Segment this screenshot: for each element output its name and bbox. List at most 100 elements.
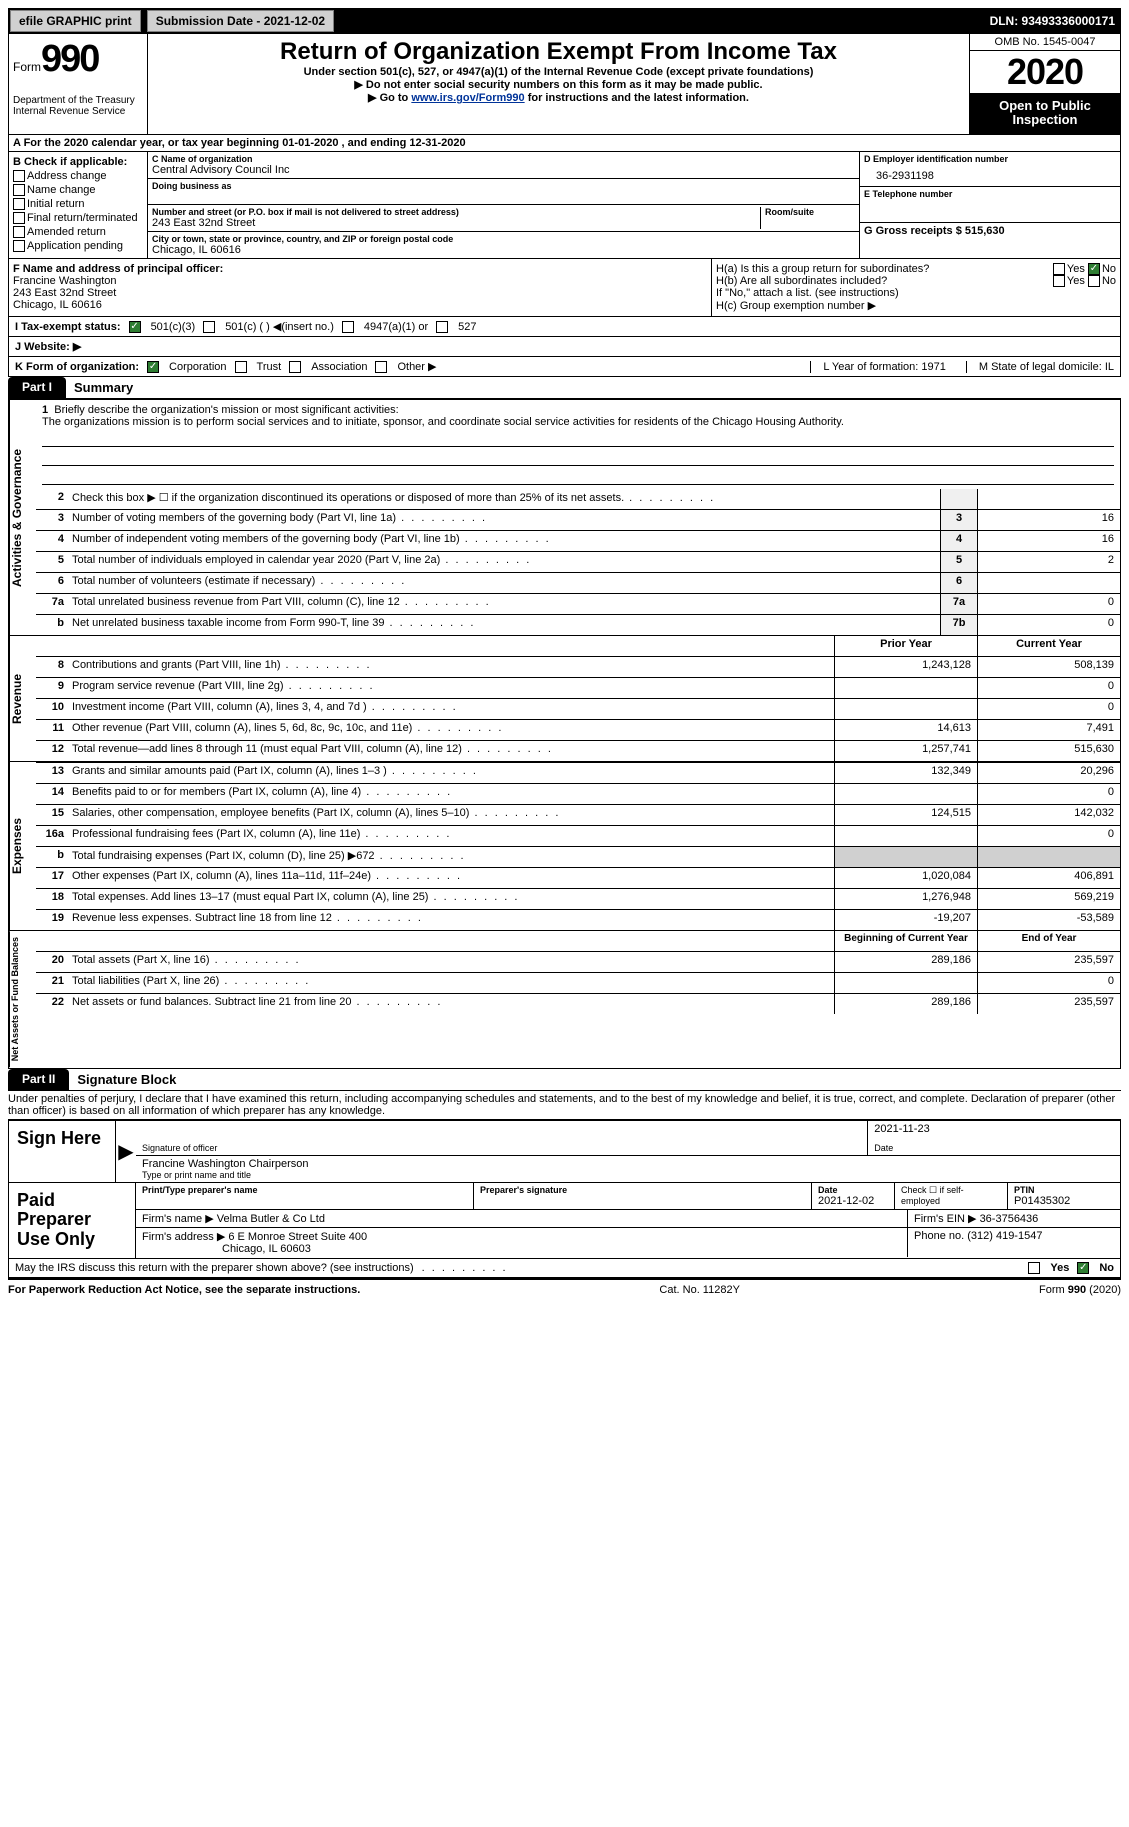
dln-label: DLN: 93493336000171 [986,14,1119,28]
line-11: 11Other revenue (Part VIII, column (A), … [36,719,1120,740]
check-final-return[interactable]: Final return/terminated [13,212,143,224]
sign-date-label: Date [874,1143,893,1153]
department-label: Department of the Treasury Internal Reve… [13,95,143,117]
line-9: 9Program service revenue (Part VIII, lin… [36,677,1120,698]
footer-form: Form 990 (2020) [1039,1284,1121,1296]
line-15: 15Salaries, other compensation, employee… [36,804,1120,825]
cell-ein: D Employer identification number 36-2931… [860,152,1120,188]
cell-gross-receipts: G Gross receipts $ 515,630 [860,223,1120,258]
check-initial-return[interactable]: Initial return [13,198,143,210]
col-f-officer: F Name and address of principal officer:… [9,259,711,316]
cell-street: Number and street (or P.O. box if mail i… [148,205,859,232]
cell-phone: E Telephone number [860,187,1120,223]
check-527[interactable] [436,321,448,333]
line-8: 8Contributions and grants (Part VIII, li… [36,656,1120,677]
org-name: Central Advisory Council Inc [152,164,855,176]
discuss-row: May the IRS discuss this return with the… [8,1259,1121,1278]
row-j-website: J Website: ▶ [8,337,1121,357]
officer-name-label: Type or print name and title [142,1170,1114,1180]
gov-line-7a: 7aTotal unrelated business revenue from … [36,593,1120,614]
footer-paperwork: For Paperwork Reduction Act Notice, see … [8,1284,360,1296]
ein-value: 36-2931198 [864,164,1116,182]
check-501c3[interactable] [129,321,141,333]
form-number: 990 [41,38,98,80]
ha-yes-check[interactable] [1053,263,1065,275]
gov-line-5: 5Total number of individuals employed in… [36,551,1120,572]
street-address: 243 East 32nd Street [152,217,760,229]
discuss-yes-check[interactable] [1028,1262,1040,1274]
tab-net-assets: Net Assets or Fund Balances [9,931,36,1067]
tab-expenses: Expenses [9,762,36,930]
preparer-self-employed[interactable]: Check ☐ if self-employed [895,1183,1008,1209]
gov-line-2: 2Check this box ▶ ☐ if the organization … [36,489,1120,509]
gov-line-6: 6Total number of volunteers (estimate if… [36,572,1120,593]
page-footer: For Paperwork Reduction Act Notice, see … [8,1278,1121,1296]
officer-addr1: 243 East 32nd Street [13,287,707,299]
form-subtitle-3: ▶ Go to www.irs.gov/Form990 for instruct… [152,91,965,104]
irs-link[interactable]: www.irs.gov/Form990 [411,92,524,104]
preparer-date: 2021-12-02 [818,1195,888,1207]
sign-here-block: Sign Here ▶ Signature of officer 2021-11… [8,1119,1121,1183]
sign-here-label: Sign Here [9,1121,116,1182]
ha-label: H(a) Is this a group return for subordin… [716,263,929,275]
check-corporation[interactable] [147,361,159,373]
section-governance: Activities & Governance 1 Briefly descri… [8,399,1121,636]
line-12: 12Total revenue—add lines 8 through 11 (… [36,740,1120,761]
form-subtitle-2: ▶ Do not enter social security numbers o… [152,78,965,91]
footer-catno: Cat. No. 11282Y [659,1284,740,1296]
cell-city: City or town, state or province, country… [148,232,859,258]
check-application-pending[interactable]: Application pending [13,240,143,252]
line-17: 17Other expenses (Part IX, column (A), l… [36,867,1120,888]
efile-print-button[interactable]: efile GRAPHIC print [10,10,141,32]
line-16a: 16aProfessional fundraising fees (Part I… [36,825,1120,846]
public-inspection-label: Open to Public Inspection [970,93,1120,134]
hb-yes-check[interactable] [1053,275,1065,287]
part-1-tab: Part I [8,377,66,399]
line-18: 18Total expenses. Add lines 13–17 (must … [36,888,1120,909]
col-c-name-address: C Name of organization Central Advisory … [148,152,859,259]
officer-group-block: F Name and address of principal officer:… [8,259,1121,317]
preparer-ptin: P01435302 [1014,1195,1114,1207]
firm-address: 6 E Monroe Street Suite 400 [228,1231,367,1243]
part-2-title: Signature Block [69,1069,1121,1091]
check-4947[interactable] [342,321,354,333]
check-501c[interactable] [203,321,215,333]
form-identifier: Form990 Department of the Treasury Inter… [9,34,148,134]
paid-preparer-block: Paid Preparer Use Only Print/Type prepar… [8,1183,1121,1259]
hb-no-check[interactable] [1088,275,1100,287]
firm-address-2: Chicago, IL 60603 [142,1243,901,1255]
top-toolbar: efile GRAPHIC print Submission Date - 20… [8,8,1121,34]
row-k-form-org: K Form of organization: Corporation Trus… [8,357,1121,377]
omb-number: OMB No. 1545-0047 [970,34,1120,51]
line-b: bTotal fundraising expenses (Part IX, co… [36,846,1120,867]
check-address-change[interactable]: Address change [13,170,143,182]
hb-note: If "No," attach a list. (see instruction… [716,287,1116,299]
line-21: 21Total liabilities (Part X, line 26)0 [36,972,1120,993]
ha-no-check[interactable] [1088,263,1100,275]
col-d-e-g: D Employer identification number 36-2931… [859,152,1120,259]
check-association[interactable] [289,361,301,373]
part-2-tab: Part II [8,1069,69,1091]
col-b-checkboxes: B Check if applicable: Address change Na… [9,152,148,259]
check-trust[interactable] [235,361,247,373]
cell-dba: Doing business as [148,179,859,206]
two-col-header: Prior Year Current Year [36,636,1120,656]
line-13: 13Grants and similar amounts paid (Part … [36,762,1120,783]
section-revenue: Revenue Prior Year Current Year 8Contrib… [8,636,1121,762]
mission-text: The organizations mission is to perform … [42,416,844,428]
check-other[interactable] [375,361,387,373]
entity-block: B Check if applicable: Address change Na… [8,152,1121,260]
submission-date-button[interactable]: Submission Date - 2021-12-02 [147,10,334,32]
check-amended-return[interactable]: Amended return [13,226,143,238]
officer-addr2: Chicago, IL 60616 [13,299,707,311]
tab-governance: Activities & Governance [9,400,36,635]
hb-label: H(b) Are all subordinates included? [716,275,887,287]
check-name-change[interactable]: Name change [13,184,143,196]
row-i-exempt-status: I Tax-exempt status: 501(c)(3) 501(c) ( … [8,317,1121,337]
sign-date: 2021-11-23 [874,1123,1114,1135]
tab-revenue: Revenue [9,636,36,761]
discuss-no-check[interactable] [1077,1262,1089,1274]
form-header: Form990 Department of the Treasury Inter… [8,34,1121,135]
section-expenses: Expenses 13Grants and similar amounts pa… [8,762,1121,931]
part-2-header: Part II Signature Block [8,1069,1121,1091]
